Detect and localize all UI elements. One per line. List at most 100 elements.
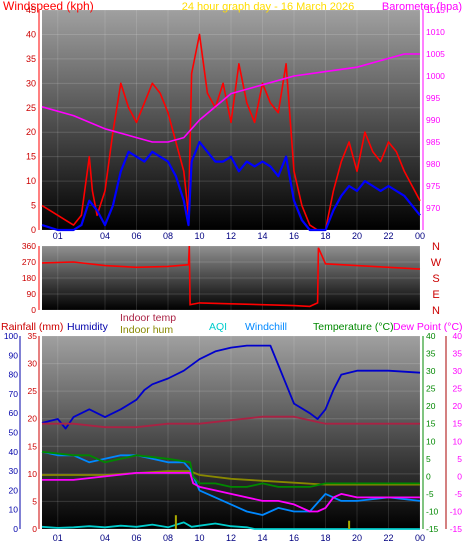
direction-tick-label: 180 bbox=[22, 273, 36, 283]
windspeed-kph-series-line bbox=[41, 33, 421, 231]
barometer-tick-label: 1005 bbox=[426, 49, 445, 59]
temperature-c-series-line bbox=[41, 450, 420, 488]
windspeed-tick-label: 35 bbox=[26, 54, 36, 64]
rainfall-tick-label: 0 bbox=[32, 524, 37, 534]
x-tick-label: 10 bbox=[194, 231, 204, 241]
dewpoint-tick-label: 15 bbox=[453, 419, 463, 429]
wind-axis-title: Windspeed (kph) bbox=[3, 0, 94, 13]
dewpoint-tick-label: 30 bbox=[453, 366, 463, 376]
humidity-tick-label: 10 bbox=[9, 505, 19, 515]
x-tick-label: 16 bbox=[289, 231, 299, 241]
x-tick-label: 22 bbox=[383, 231, 393, 241]
x-tick-label: 12 bbox=[226, 533, 236, 543]
temperature-tick-label: 20 bbox=[426, 401, 436, 411]
humidity-tick-label: 60 bbox=[9, 408, 19, 418]
windchill-series-line bbox=[41, 450, 421, 516]
x-tick-label: 20 bbox=[352, 231, 362, 241]
dewpoint-tick-label: 10 bbox=[453, 436, 463, 446]
temperature-tick-label: 35 bbox=[426, 349, 436, 359]
temperature-tick-label: 30 bbox=[426, 366, 436, 376]
x-tick-label: 08 bbox=[163, 533, 173, 543]
x-tick-label: 18 bbox=[320, 533, 330, 543]
dewpoint-tick-label: 5 bbox=[457, 454, 462, 464]
rainfall-tick-label: 15 bbox=[28, 441, 38, 451]
x-tick-label: 14 bbox=[257, 231, 267, 241]
rainfall-bar bbox=[348, 520, 351, 529]
temperature-tick-label: 0 bbox=[426, 471, 431, 481]
rainfall-tick-label: 25 bbox=[28, 386, 38, 396]
direction-tick-label: 270 bbox=[22, 257, 36, 267]
barometer-tick-label: 995 bbox=[426, 93, 440, 103]
windspeed-tick-label: 5 bbox=[31, 201, 36, 211]
legend-humidity: Humidity bbox=[67, 321, 109, 333]
aqi-series-line bbox=[41, 521, 420, 530]
dewpoint-tick-label: 35 bbox=[453, 349, 463, 359]
windspeed-tick-label: 30 bbox=[26, 78, 36, 88]
average-wind-series-line bbox=[41, 140, 421, 232]
x-tick-label: 00 bbox=[415, 231, 425, 241]
legend-dewpoint: Dew Point (°C) bbox=[393, 321, 463, 333]
x-tick-label: 00 bbox=[415, 533, 425, 543]
barometer-hpa-series-line bbox=[41, 53, 420, 143]
x-tick-label: 20 bbox=[352, 533, 362, 543]
compass-label-n: N bbox=[432, 305, 440, 317]
x-tick-label: 08 bbox=[163, 231, 173, 241]
barometer-tick-label: 1000 bbox=[426, 71, 445, 81]
windspeed-tick-label: 45 bbox=[26, 5, 36, 15]
rainfall-tick-label: 30 bbox=[28, 359, 38, 369]
indoor-hum-series-line bbox=[42, 470, 420, 486]
x-tick-label: 14 bbox=[257, 533, 267, 543]
barometer-axis-title: Barometer (hpa) bbox=[382, 1, 462, 13]
barometer-tick-label: 970 bbox=[426, 203, 440, 213]
barometer-tick-label: 975 bbox=[426, 181, 440, 191]
x-tick-label: 18 bbox=[320, 231, 330, 241]
legend-indoor-temp: Indoor temp bbox=[120, 312, 176, 324]
axis-layer: 0510152025303540459709759809859909951000… bbox=[4, 5, 462, 543]
humidity-tick-label: 40 bbox=[9, 447, 19, 457]
temperature-tick-label: 40 bbox=[426, 331, 436, 341]
humidity-tick-label: 0 bbox=[13, 524, 18, 534]
temperature-tick-label: -15 bbox=[426, 524, 439, 534]
temperature-tick-label: 10 bbox=[426, 436, 436, 446]
dewpoint-tick-label: -15 bbox=[450, 524, 463, 534]
windspeed-tick-label: 15 bbox=[26, 152, 36, 162]
dewpoint-tick-label: -10 bbox=[450, 506, 463, 516]
legend-aqi: AQI bbox=[209, 321, 227, 333]
barometer-tick-label: 990 bbox=[426, 115, 440, 125]
humidity-tick-label: 50 bbox=[9, 428, 19, 438]
x-tick-label: 16 bbox=[289, 533, 299, 543]
humidity-tick-label: 70 bbox=[9, 389, 19, 399]
rainfall-tick-label: 35 bbox=[28, 331, 38, 341]
dewpoint-tick-label: 25 bbox=[453, 384, 463, 394]
x-tick-label: 12 bbox=[226, 231, 236, 241]
compass-label-e: E bbox=[432, 289, 439, 301]
compass-label-w: W bbox=[431, 257, 442, 269]
legend-indoor-hum: Indoor hum bbox=[120, 324, 173, 336]
temperature-tick-label: 25 bbox=[426, 384, 436, 394]
humidity-tick-label: 90 bbox=[9, 350, 19, 360]
indoor-temp-series-line bbox=[42, 415, 420, 429]
x-tick-label: 06 bbox=[131, 231, 141, 241]
direction-tick-label: 0 bbox=[31, 305, 36, 315]
direction-tick-label: 360 bbox=[22, 241, 36, 251]
x-tick-label: 01 bbox=[53, 231, 63, 241]
windspeed-tick-label: 20 bbox=[26, 127, 36, 137]
windspeed-tick-label: 10 bbox=[26, 176, 36, 186]
x-tick-label: 10 bbox=[194, 533, 204, 543]
barometer-tick-label: 985 bbox=[426, 137, 440, 147]
dewpoint-tick-label: -5 bbox=[454, 489, 462, 499]
humidity-tick-label: 100 bbox=[4, 331, 18, 341]
temperature-tick-label: 5 bbox=[426, 454, 431, 464]
barometer-tick-label: 980 bbox=[426, 159, 440, 169]
legend-temperature: Temperature (°C) bbox=[313, 321, 394, 333]
direction-plot-area bbox=[42, 246, 420, 310]
x-tick-label: 04 bbox=[100, 533, 110, 543]
series-layer bbox=[41, 33, 421, 530]
x-tick-label: 22 bbox=[383, 533, 393, 543]
barometer-tick-label: 1010 bbox=[426, 27, 445, 37]
humidity-tick-label: 30 bbox=[9, 466, 19, 476]
temperature-tick-label: 15 bbox=[426, 419, 436, 429]
dew-point-c-series-line bbox=[42, 471, 420, 513]
dewpoint-tick-label: 20 bbox=[453, 401, 463, 411]
